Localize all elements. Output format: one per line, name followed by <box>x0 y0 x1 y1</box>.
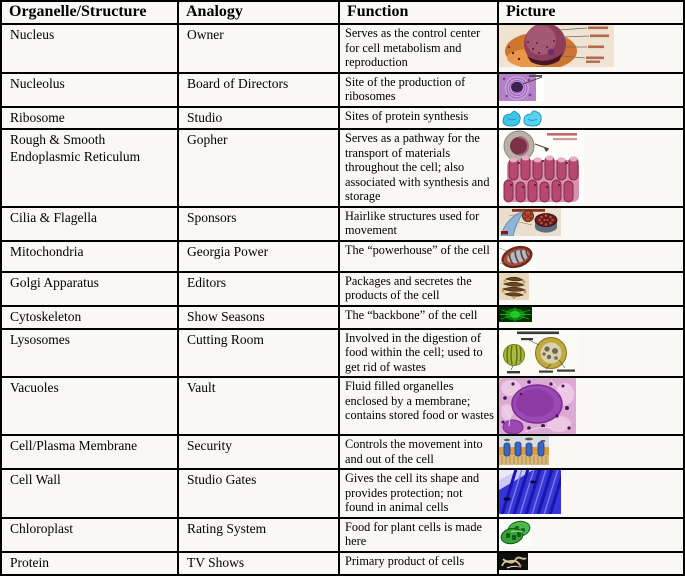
analogy-cell: Studio <box>177 105 340 131</box>
table-row: Lysosomes Cutting Room Involved in the dig… <box>0 327 685 379</box>
function-cell: Gives the cell its shape and provides pr… <box>338 468 499 519</box>
lysosome-diagram <box>500 330 682 376</box>
column-header-picture: Picture <box>497 0 685 25</box>
function-cell: Primary product of cells <box>338 550 499 576</box>
table-row: Vacuoles Vault Fluid filled organelles enc… <box>0 376 685 437</box>
cilia-flagella-cross-section <box>500 208 682 236</box>
picture-cell <box>497 23 685 74</box>
analogy-cell: Show Seasons <box>177 304 340 330</box>
mitochondrion-cutaway <box>500 242 682 270</box>
table-row: Nucleus Owner Serves as the control center… <box>0 23 685 74</box>
organelle-cell: Nucleus <box>0 23 179 74</box>
picture-cell <box>497 550 685 576</box>
column-header-function: Function <box>338 0 499 25</box>
picture-cell <box>497 105 685 131</box>
function-cell: Involved in the digestion of food within… <box>338 327 499 379</box>
protein-structure-model <box>500 553 682 570</box>
organelle-cell: Rough & Smooth Endoplasmic Reticulum <box>0 128 179 208</box>
function-cell: Packages and secretes the products of th… <box>338 270 499 307</box>
nucleus-cutaway-illustration <box>500 25 682 67</box>
picture-cell <box>497 128 685 208</box>
organelle-cell: Vacuoles <box>0 376 179 437</box>
picture-cell <box>497 327 685 379</box>
table-row: Rough & Smooth Endoplasmic Reticulum Goph… <box>0 128 685 208</box>
analogy-cell: Editors <box>177 270 340 307</box>
plasma-membrane-illustration <box>500 437 682 466</box>
function-cell: Hairlike structures used for movement <box>338 205 499 242</box>
analogy-cell: Vault <box>177 376 340 437</box>
ribosome-model <box>500 108 682 128</box>
table-row: Cytoskeleton Show Seasons The “backbone” o… <box>0 304 685 330</box>
organelle-cell: Cilia & Flagella <box>0 205 179 242</box>
organelle-cell: Golgi Apparatus <box>0 270 179 307</box>
organelle-cell: Cytoskeleton <box>0 304 179 330</box>
organelle-cell: Cell/Plasma Membrane <box>0 434 179 471</box>
analogy-cell: Owner <box>177 23 340 74</box>
analogy-cell: Gopher <box>177 128 340 208</box>
chloroplast-illustration <box>500 519 682 546</box>
column-header-analogy: Analogy <box>177 0 340 25</box>
picture-cell <box>497 71 685 108</box>
organelle-cell: Cell Wall <box>0 468 179 519</box>
picture-cell <box>497 434 685 471</box>
table-row: Mitochondria Georgia Power The “powerhouse… <box>0 239 685 273</box>
table-row: Cilia & Flagella Sponsors Hairlike structu… <box>0 205 685 242</box>
function-cell: Site of the production of ribosomes <box>338 71 499 108</box>
picture-cell <box>497 516 685 553</box>
nucleolus-micrograph <box>500 74 682 101</box>
analogy-cell: Board of Directors <box>177 71 340 108</box>
table-row: Cell Wall Studio Gates Gives the cell its … <box>0 468 685 519</box>
cytoskeleton-fluorescence-micrograph <box>500 307 682 322</box>
analogy-cell: Rating System <box>177 516 340 553</box>
function-cell: Sites of protein synthesis <box>338 105 499 131</box>
picture-cell <box>497 376 685 437</box>
column-header-organelle: Organelle/Structure <box>0 0 179 25</box>
picture-cell <box>497 468 685 519</box>
organelle-cell: Ribosome <box>0 105 179 131</box>
function-cell: Serves as a pathway for the transport of… <box>338 128 499 208</box>
picture-cell <box>497 270 685 307</box>
organelle-cell: Protein <box>0 550 179 576</box>
picture-cell <box>497 239 685 273</box>
golgi-apparatus-illustration <box>500 273 682 300</box>
function-cell: Controls the movement into and out of th… <box>338 434 499 471</box>
endoplasmic-reticulum-illustration <box>500 131 682 205</box>
organelle-cell: Mitochondria <box>0 239 179 273</box>
organelle-cell: Lysosomes <box>0 327 179 379</box>
table-row: Ribosome Studio Sites of protein synthesis <box>0 105 685 131</box>
function-cell: Fluid filled organelles enclosed by a me… <box>338 376 499 437</box>
table-body: Nucleus Owner Serves as the control center… <box>0 23 685 576</box>
table-row: Cell/Plasma Membrane Security Controls the… <box>0 434 685 471</box>
analogy-cell: Cutting Room <box>177 327 340 379</box>
table-row: Golgi Apparatus Editors Packages and secre… <box>0 270 685 307</box>
analogy-cell: Security <box>177 434 340 471</box>
organelle-cell: Nucleolus <box>0 71 179 108</box>
table-row: Chloroplast Rating System Food for plant c… <box>0 516 685 553</box>
picture-cell <box>497 205 685 242</box>
table-row: Nucleolus Board of Directors Site of the p… <box>0 71 685 108</box>
function-cell: Food for plant cells is made here <box>338 516 499 553</box>
organelle-cell: Chloroplast <box>0 516 179 553</box>
analogy-cell: Sponsors <box>177 205 340 242</box>
analogy-cell: TV Shows <box>177 550 340 576</box>
function-cell: The “powerhouse” of the cell <box>338 239 499 273</box>
table-header-row: Organelle/Structure Analogy Function Pic… <box>0 0 685 25</box>
vacuole-micrograph <box>500 379 682 434</box>
analogy-cell: Studio Gates <box>177 468 340 519</box>
table-row: Protein TV Shows Primary product of cells <box>0 550 685 576</box>
cell-wall-micrograph <box>500 471 682 515</box>
picture-cell <box>497 304 685 330</box>
function-cell: Serves as the control center for cell me… <box>338 23 499 74</box>
analogy-cell: Georgia Power <box>177 239 340 273</box>
function-cell: The “backbone” of the cell <box>338 304 499 330</box>
